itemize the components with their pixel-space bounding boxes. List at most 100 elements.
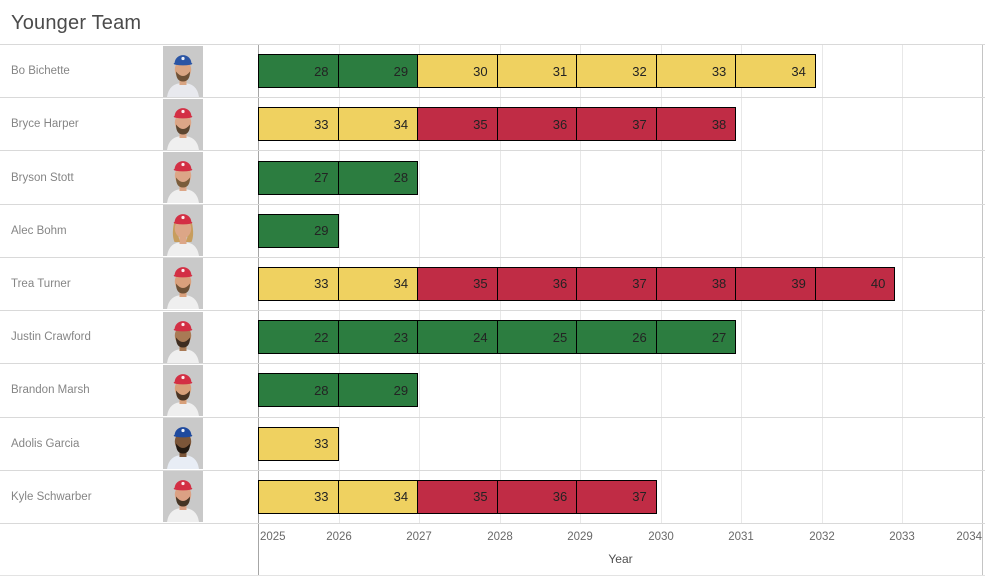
age-bar-segment[interactable]: 36 xyxy=(496,266,578,301)
age-bar-segment[interactable]: 35 xyxy=(417,266,498,301)
age-bar-track: 28 29 30 31 32 33 34 xyxy=(258,45,985,97)
player-avatar xyxy=(160,418,258,470)
age-bar-segment[interactable]: 31 xyxy=(496,54,578,89)
age-bar-segment[interactable]: 29 xyxy=(337,373,419,408)
player-avatar xyxy=(160,471,258,523)
age-bar-segment[interactable]: 33 xyxy=(258,426,339,461)
age-bar-track: 27 28 xyxy=(258,151,985,203)
age-bar-segment[interactable]: 37 xyxy=(576,107,657,142)
age-bar[interactable]: 33 34 35 36 37 38 xyxy=(258,107,737,142)
player-avatar xyxy=(160,258,258,310)
age-bar-segment[interactable]: 33 xyxy=(258,479,339,514)
player-photo-placeholder xyxy=(163,418,203,470)
age-bar-segment[interactable]: 30 xyxy=(417,54,498,89)
age-bar-segment[interactable]: 35 xyxy=(417,479,498,514)
player-photo-placeholder xyxy=(163,205,203,257)
player-photo-placeholder xyxy=(163,45,203,97)
x-axis-tick-label: 2028 xyxy=(487,531,513,543)
age-bar-segment[interactable]: 34 xyxy=(337,107,419,142)
age-bar-segment[interactable]: 34 xyxy=(337,479,419,514)
player-avatar xyxy=(160,151,258,204)
age-bar-track: 29 xyxy=(258,205,985,257)
age-bar-track: 33 34 35 36 37 38 xyxy=(258,98,985,150)
player-photo-placeholder xyxy=(163,152,203,204)
chart-title: Younger Team xyxy=(11,12,142,34)
age-bar-segment[interactable]: 35 xyxy=(417,107,498,142)
player-avatar xyxy=(160,364,258,416)
age-bar-segment[interactable]: 33 xyxy=(655,54,737,89)
age-bar[interactable]: 33 34 35 36 37 38 39 40 xyxy=(258,266,896,301)
age-bar-segment[interactable]: 38 xyxy=(655,266,737,301)
age-bar-segment[interactable]: 22 xyxy=(258,320,339,355)
player-row: Justin Crawford 22 23 24 25 26 27 xyxy=(0,310,985,363)
x-axis-tick-label: 2032 xyxy=(809,531,835,543)
age-bar-segment[interactable]: 23 xyxy=(337,320,419,355)
player-name: Trea Turner xyxy=(11,277,71,290)
age-bar-track: 33 xyxy=(258,418,985,470)
age-bar-track: 22 23 24 25 26 27 xyxy=(258,311,985,363)
age-bar-segment[interactable]: 27 xyxy=(258,160,339,195)
age-bar-segment[interactable]: 36 xyxy=(496,479,578,514)
age-bar-segment[interactable]: 36 xyxy=(496,107,578,142)
player-row: Kyle Schwarber 33 34 35 36 37 xyxy=(0,469,985,523)
x-axis-ticks: 2025 2026 2027 2028 2029 2030 2031 2032 2033 2034 xyxy=(258,531,983,547)
age-bar-segment[interactable]: 40 xyxy=(814,266,896,301)
age-bar-segment[interactable]: 26 xyxy=(576,320,657,355)
player-row: Brandon Marsh 28 29 xyxy=(0,363,985,416)
age-bar-segment[interactable]: 24 xyxy=(417,320,498,355)
age-bar-segment[interactable]: 25 xyxy=(496,320,578,355)
age-bar-segment[interactable]: 29 xyxy=(258,213,339,248)
age-bar-segment[interactable]: 28 xyxy=(258,373,339,408)
age-bar-segment[interactable]: 28 xyxy=(337,160,419,195)
player-row: Bryce Harper 33 34 35 36 37 38 xyxy=(0,97,985,150)
player-row: Adolis Garcia 33 xyxy=(0,416,985,470)
age-bar-segment[interactable]: 39 xyxy=(735,266,816,301)
player-photo-placeholder xyxy=(163,471,203,523)
x-axis-tick-label: 2027 xyxy=(406,531,432,543)
player-name: Bryson Stott xyxy=(11,171,74,184)
x-axis-tick-label: 2026 xyxy=(326,531,352,543)
player-row: Alec Bohm 29 xyxy=(0,203,985,257)
age-bar[interactable]: 28 29 30 31 32 33 34 xyxy=(258,54,816,89)
age-bar-segment[interactable]: 34 xyxy=(337,266,419,301)
x-axis-tick-label: 2033 xyxy=(889,531,915,543)
x-axis-tick-label: 2031 xyxy=(728,531,754,543)
player-name: Bryce Harper xyxy=(11,118,79,131)
player-row: Bryson Stott 27 28 xyxy=(0,150,985,204)
player-rows: Bo Bichette 28 29 30 31 32 33 34 Bryce Harper 3… xyxy=(0,44,985,524)
age-bar[interactable]: 33 34 35 36 37 xyxy=(258,479,657,514)
age-bar-segment[interactable]: 27 xyxy=(655,320,737,355)
x-axis-tick-label: 2029 xyxy=(567,531,593,543)
chart-body: Bo Bichette 28 29 30 31 32 33 34 Bryce Harper 3… xyxy=(0,44,985,575)
age-bar-segment[interactable]: 38 xyxy=(655,107,737,142)
age-bar[interactable]: 29 xyxy=(258,213,339,248)
age-bar-track: 28 29 xyxy=(258,364,985,416)
player-name: Alec Bohm xyxy=(11,224,67,237)
age-bar[interactable]: 33 xyxy=(258,426,339,461)
x-axis-tick-label: 2025 xyxy=(260,531,286,543)
player-name: Brandon Marsh xyxy=(11,384,90,397)
age-bar-segment[interactable]: 28 xyxy=(258,54,339,89)
player-row: Trea Turner 33 34 35 36 37 38 39 40 xyxy=(0,256,985,310)
age-bar-segment[interactable]: 33 xyxy=(258,266,339,301)
player-name: Bo Bichette xyxy=(11,65,70,78)
x-axis-tick-label: 2030 xyxy=(648,531,674,543)
age-bar-segment[interactable]: 29 xyxy=(337,54,419,89)
player-name: Adolis Garcia xyxy=(11,437,80,450)
x-axis-tick-label: 2034 xyxy=(956,531,982,543)
age-bar[interactable]: 27 28 xyxy=(258,160,419,195)
age-bar-segment[interactable]: 34 xyxy=(735,54,816,89)
player-avatar xyxy=(160,98,258,150)
player-avatar xyxy=(160,311,258,363)
player-avatar xyxy=(160,205,258,257)
player-row: Bo Bichette 28 29 30 31 32 33 34 xyxy=(0,44,985,97)
age-bar-segment[interactable]: 33 xyxy=(258,107,339,142)
age-bar[interactable]: 22 23 24 25 26 27 xyxy=(258,320,737,355)
age-bar-segment[interactable]: 37 xyxy=(576,266,657,301)
age-bar-track: 33 34 35 36 37 38 39 40 xyxy=(258,258,985,310)
age-bar[interactable]: 28 29 xyxy=(258,373,419,408)
age-bar-segment[interactable]: 32 xyxy=(576,54,657,89)
age-bar-segment[interactable]: 37 xyxy=(576,479,657,514)
player-name: Justin Crawford xyxy=(11,331,91,344)
